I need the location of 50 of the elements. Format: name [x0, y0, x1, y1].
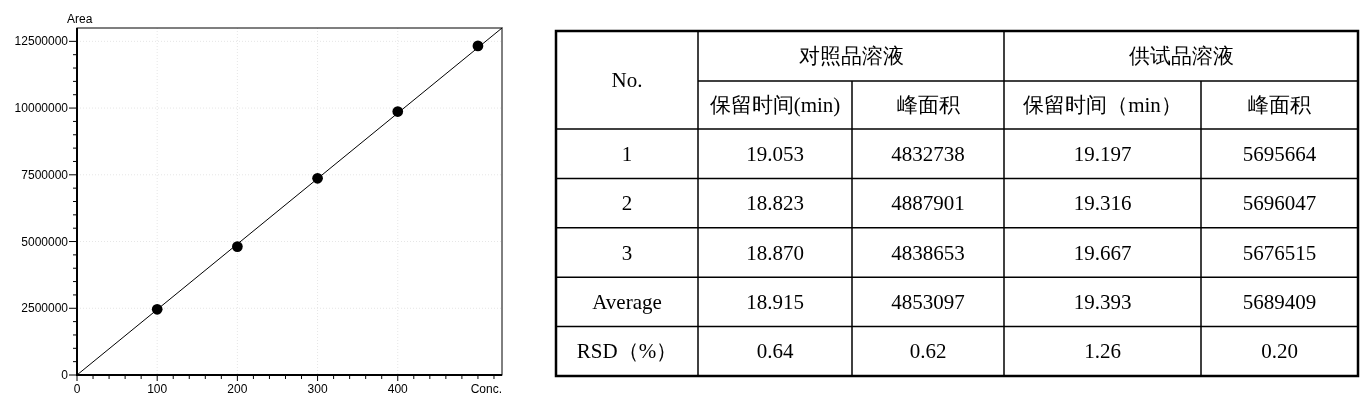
text: 18.823 [746, 191, 804, 216]
text: 3 [621, 240, 633, 265]
y-tick-label: 7500000 [21, 167, 69, 182]
text: 5676515 [1242, 240, 1317, 265]
point [232, 241, 243, 252]
x-tick-label: 300 [307, 382, 328, 396]
x-axis-title: Conc. [470, 382, 502, 396]
x-tick-label: 400 [387, 382, 409, 396]
point [151, 304, 163, 315]
text: No. [611, 68, 643, 92]
text: 0.62 [909, 339, 947, 364]
text: 19.393 [1073, 289, 1132, 314]
y-tick-label: 0 [61, 368, 69, 382]
point [392, 106, 404, 117]
text: 峰面积 [896, 93, 960, 117]
text: 19.316 [1073, 191, 1132, 216]
text: 18.915 [746, 289, 804, 314]
x-tick-label: 0 [73, 382, 81, 396]
text: 保留时间(min) [709, 93, 841, 117]
text: 18.870 [746, 240, 804, 265]
text: 0.20 [1261, 339, 1298, 364]
y-tick-label: 12500000 [14, 34, 69, 49]
text: RSD（%） [576, 339, 678, 364]
y-tick-label: 2500000 [21, 301, 69, 316]
text: 对照品溶液 [798, 44, 904, 68]
text: 1.26 [1084, 339, 1121, 364]
text: 5695664 [1242, 141, 1317, 166]
text: 0.64 [756, 339, 794, 364]
text: 19.667 [1073, 240, 1132, 265]
text: 19.197 [1073, 141, 1132, 166]
text: 4887901 [891, 191, 965, 216]
text: 峰面积 [1248, 93, 1311, 117]
y-axis-title: Area [67, 12, 93, 26]
text: 4838653 [891, 240, 965, 265]
text: 5696047 [1242, 191, 1317, 216]
text: 供试品溶液 [1128, 44, 1234, 68]
text: 保留时间（min） [1023, 93, 1182, 117]
x-tick-label: 200 [227, 382, 248, 396]
x-tick-label: 100 [147, 382, 168, 396]
text: 4853097 [891, 289, 965, 314]
text: 1 [621, 141, 633, 166]
text: 5689409 [1242, 289, 1317, 314]
text: 4832738 [891, 141, 965, 166]
text: Average [592, 289, 662, 314]
text: 19.053 [746, 141, 804, 166]
y-tick-label: 10000000 [14, 101, 69, 116]
point [472, 40, 484, 52]
point [312, 172, 323, 184]
text: 2 [621, 191, 633, 216]
y-tick-label: 5000000 [21, 234, 69, 249]
